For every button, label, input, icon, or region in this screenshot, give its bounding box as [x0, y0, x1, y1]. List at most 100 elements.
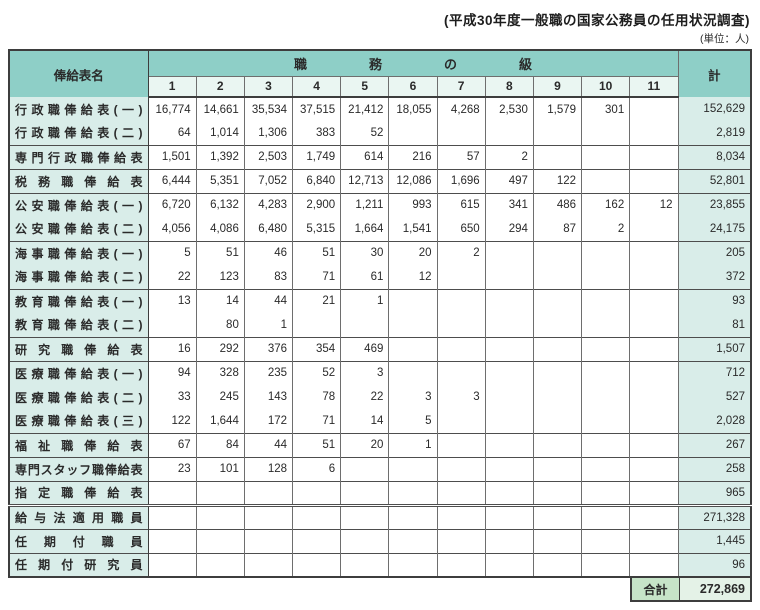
- grade-value-cell: [629, 265, 678, 289]
- grade-value-cell: [629, 480, 678, 505]
- grade-value-cell: 4,283: [243, 192, 293, 217]
- grade-value-cell: [484, 409, 534, 433]
- grade-value-cell: [388, 360, 438, 385]
- grade-value-cell: 650: [436, 217, 486, 241]
- grade-value-cell: 46: [243, 240, 293, 265]
- row-label: 専門行政職俸給表: [8, 144, 149, 169]
- grade-value-cell: [629, 432, 678, 457]
- grade-value-cell: [436, 432, 486, 457]
- grade-value-cell: [532, 456, 582, 481]
- table-row: 医療職俸給表(三) 122 1,644 172 71 14 5 2,028: [8, 409, 751, 433]
- grade-value-cell: [147, 313, 197, 337]
- table-row: 行政職俸給表(二) 64 1,014 1,306 383 52 2,819: [8, 121, 751, 145]
- grade-value-cell: 57: [436, 144, 486, 169]
- grade-value-cell: 1: [243, 313, 293, 337]
- row-total-cell: 24,175: [677, 217, 751, 241]
- grade-column-header: 11: [629, 76, 678, 98]
- row-label: 税務職俸給表: [8, 168, 149, 193]
- grade-value-cell: 35,534: [243, 97, 293, 121]
- grade-value-cell: [436, 336, 486, 361]
- grade-value-cell: 5,315: [292, 217, 341, 241]
- grade-value-cell: [388, 552, 438, 577]
- table-row: 研究職俸給表 16 292 376 354 469 1,507: [8, 336, 751, 361]
- grade-value-cell: [581, 265, 630, 289]
- row-label: 給与法適用職員: [8, 503, 149, 529]
- grade-value-cell: 7,052: [243, 168, 293, 193]
- grade-value-cell: [581, 456, 630, 481]
- grade-value-cell: 21: [292, 288, 341, 313]
- grade-value-cell: [340, 480, 389, 505]
- grade-value-cell: 14,661: [195, 97, 245, 121]
- grade-value-cell: [436, 409, 486, 433]
- table-row: 任期付職員 1,445: [8, 528, 751, 553]
- grade-value-cell: [388, 480, 438, 505]
- grade-value-cell: 376: [243, 336, 293, 361]
- row-label: 医療職俸給表(一): [8, 360, 149, 385]
- row-label: 任期付研究員: [8, 552, 149, 577]
- grade-value-cell: [484, 552, 534, 577]
- grade-value-cell: [581, 168, 630, 193]
- grade-value-cell: [629, 528, 678, 553]
- grade-value-cell: 2,530: [484, 97, 534, 121]
- grade-value-cell: 6,480: [243, 217, 293, 241]
- table-row: 教育職俸給表(二) 80 1 81: [8, 313, 751, 337]
- row-total-cell: 152,629: [677, 97, 751, 121]
- grade-value-cell: [243, 528, 293, 553]
- grade-value-cell: [436, 552, 486, 577]
- grade-value-cell: [243, 503, 293, 529]
- grade-value-cell: [292, 313, 341, 337]
- row-label: 公安職俸給表(一): [8, 192, 149, 217]
- grade-value-cell: 37,515: [292, 97, 341, 121]
- grade-value-cell: 44: [243, 288, 293, 313]
- grade-value-cell: [581, 360, 630, 385]
- table-row: 公安職俸給表(一) 6,720 6,132 4,283 2,900 1,211 993 615…: [8, 192, 751, 217]
- grade-value-cell: 12,086: [388, 168, 438, 193]
- grade-value-cell: [147, 552, 197, 577]
- grade-column-header: 8: [484, 76, 534, 98]
- grade-value-cell: [532, 144, 582, 169]
- grade-value-cell: [581, 480, 630, 505]
- grade-value-cell: 87: [532, 217, 582, 241]
- grade-value-cell: 2: [581, 217, 630, 241]
- grade-value-cell: 6,444: [147, 168, 197, 193]
- grade-value-cell: 1,306: [243, 121, 293, 145]
- grade-value-cell: [532, 409, 582, 433]
- grade-value-cell: 1,541: [388, 217, 438, 241]
- grade-value-cell: [292, 528, 341, 553]
- grade-value-cell: [532, 432, 582, 457]
- grade-value-cell: [629, 336, 678, 361]
- grade-value-cell: 354: [292, 336, 341, 361]
- grade-value-cell: 1: [388, 432, 438, 457]
- row-label: 教育職俸給表(一): [8, 288, 149, 313]
- grade-value-cell: 2: [484, 144, 534, 169]
- grade-value-cell: [629, 144, 678, 169]
- table-row: 任期付研究員 96: [8, 552, 751, 577]
- grade-value-cell: [340, 456, 389, 481]
- grade-value-cell: [629, 240, 678, 265]
- grade-value-cell: [340, 503, 389, 529]
- grade-value-cell: 4,086: [195, 217, 245, 241]
- grade-value-cell: [484, 240, 534, 265]
- grade-value-cell: 94: [147, 360, 197, 385]
- table-row: 公安職俸給表(二) 4,056 4,086 6,480 5,315 1,664 1,541 6…: [8, 217, 751, 241]
- grade-value-cell: 122: [532, 168, 582, 193]
- grade-value-cell: [532, 121, 582, 145]
- grade-value-cell: [629, 360, 678, 385]
- grade-value-cell: 1: [340, 288, 389, 313]
- grade-value-cell: [532, 528, 582, 553]
- grade-value-cell: 61: [340, 265, 389, 289]
- grade-value-cell: [532, 313, 582, 337]
- grade-value-cell: 3: [388, 385, 438, 409]
- grade-column-header: 3: [243, 76, 293, 98]
- grade-value-cell: 78: [292, 385, 341, 409]
- grade-value-cell: 497: [484, 168, 534, 193]
- grade-value-cell: [195, 503, 245, 529]
- grade-value-cell: [388, 313, 438, 337]
- grade-value-cell: [581, 432, 630, 457]
- grade-value-cell: 216: [388, 144, 438, 169]
- grade-value-cell: [436, 265, 486, 289]
- table-row: 海事職俸給表(一) 5 51 46 51 30 20 2 205: [8, 240, 751, 265]
- row-total-cell: 258: [677, 456, 751, 481]
- grade-value-cell: 128: [243, 456, 293, 481]
- grade-value-cell: [629, 97, 678, 121]
